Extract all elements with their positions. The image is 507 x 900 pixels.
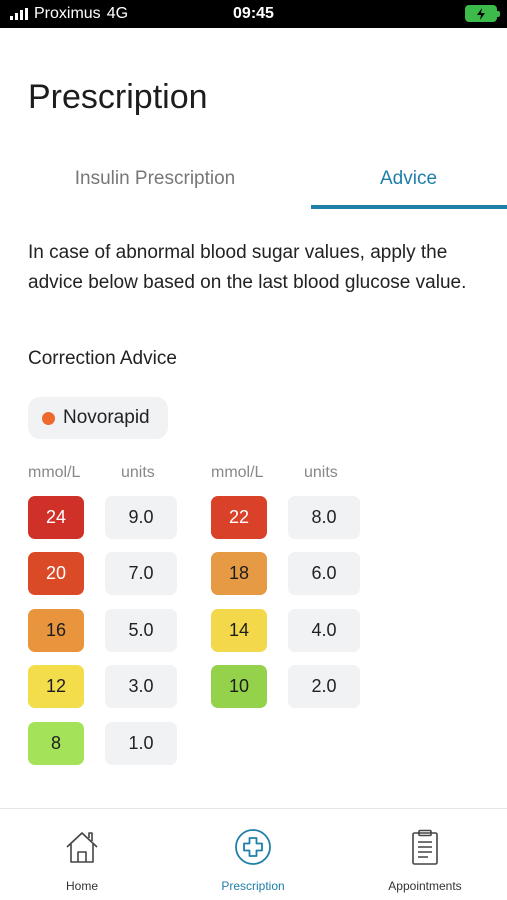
status-bar: Proximus 4G 09:45 xyxy=(0,0,507,28)
nav-appointments-label: Appointments xyxy=(388,879,462,893)
battery-icon xyxy=(465,5,500,22)
status-left: Proximus 4G xyxy=(10,5,128,23)
header-mmol-right: mmol/L xyxy=(211,464,264,481)
nav-home-label: Home xyxy=(65,879,98,893)
signal-icon xyxy=(10,8,28,20)
mmol-cell: 10 xyxy=(211,665,267,708)
tab-insulin-prescription[interactable]: Insulin Prescription xyxy=(74,168,236,189)
insulin-type-chip[interactable]: Novorapid xyxy=(28,397,168,439)
header-mmol-left: mmol/L xyxy=(28,464,81,481)
network-type: 4G xyxy=(106,5,129,22)
units-cell: 1.0 xyxy=(105,722,177,765)
correction-advice-heading: Correction Advice xyxy=(28,348,177,369)
units-cell: 4.0 xyxy=(288,609,360,652)
house-icon xyxy=(62,827,102,867)
tabbar-divider xyxy=(0,808,507,809)
units-cell: 5.0 xyxy=(105,609,177,652)
units-cell: 2.0 xyxy=(288,665,360,708)
nav-home[interactable]: Home xyxy=(0,827,167,893)
tab-bar: Insulin Prescription Advice xyxy=(0,150,507,210)
clock: 09:45 xyxy=(233,5,274,22)
tab-advice[interactable]: Advice xyxy=(379,168,438,189)
units-cell: 3.0 xyxy=(105,665,177,708)
medical-cross-icon xyxy=(233,827,273,867)
clipboard-icon xyxy=(405,827,445,867)
active-tab-indicator xyxy=(311,205,507,209)
mmol-cell: 14 xyxy=(211,609,267,652)
mmol-cell: 24 xyxy=(28,496,84,539)
nav-prescription[interactable]: Prescription xyxy=(168,827,338,893)
units-cell: 6.0 xyxy=(288,552,360,595)
mmol-cell: 12 xyxy=(28,665,84,708)
mmol-cell: 16 xyxy=(28,609,84,652)
header-units-left: units xyxy=(121,464,155,481)
units-cell: 9.0 xyxy=(105,496,177,539)
units-cell: 7.0 xyxy=(105,552,177,595)
insulin-name: Novorapid xyxy=(63,407,150,428)
page-title: Prescription xyxy=(28,78,208,116)
insulin-color-dot xyxy=(42,411,55,425)
mmol-cell: 8 xyxy=(28,722,84,765)
nav-appointments[interactable]: Appointments xyxy=(340,827,507,893)
units-cell: 8.0 xyxy=(288,496,360,539)
mmol-cell: 20 xyxy=(28,552,84,595)
mmol-cell: 22 xyxy=(211,496,267,539)
advice-intro-text: In case of abnormal blood sugar values, … xyxy=(28,242,467,293)
carrier-name: Proximus xyxy=(34,5,101,22)
nav-prescription-label: Prescription xyxy=(221,879,285,893)
mmol-cell: 18 xyxy=(211,552,267,595)
header-units-right: units xyxy=(304,464,338,481)
bottom-navigation: Home Prescription Appointments xyxy=(0,809,507,900)
